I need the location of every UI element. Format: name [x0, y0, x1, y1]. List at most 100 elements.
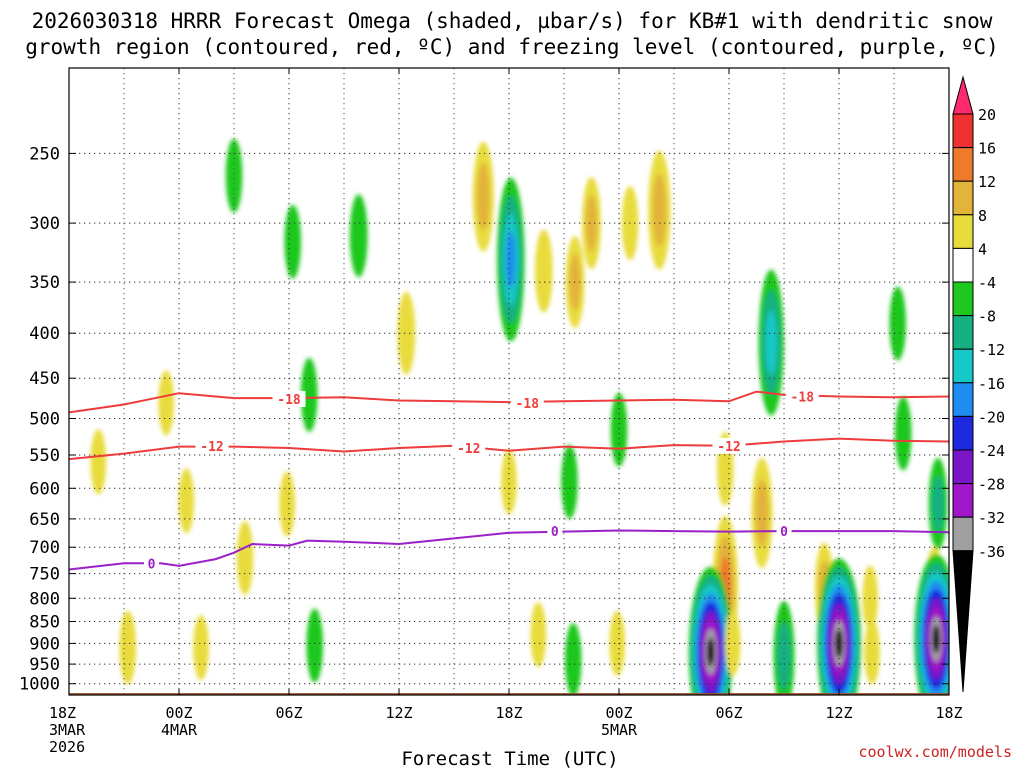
- omega-shade-band: [158, 370, 174, 436]
- colorbar-label: -16: [978, 375, 1005, 393]
- colorbar-label: -36: [978, 543, 1005, 561]
- temperature-contours: -18 -18 -18 -12 -12 -12 0 0 0: [69, 388, 949, 572]
- omega-shading: [90, 138, 949, 695]
- contour-label: 0: [780, 525, 788, 540]
- omega-feature-13: [472, 141, 494, 252]
- x-tick-label: 18Z: [495, 704, 522, 722]
- omega-feature-36: [864, 619, 880, 685]
- y-tick-label: 950: [29, 655, 60, 675]
- omega-shade-band: [652, 173, 667, 247]
- contour-label: 0: [148, 557, 156, 572]
- x-tick-label: 00Z: [605, 704, 632, 722]
- omega-feature-2: [158, 370, 174, 436]
- x-tick-label: 5MAR: [601, 721, 638, 739]
- x-tick-label: 12Z: [385, 704, 412, 722]
- omega-shade-band: [765, 310, 777, 375]
- omega-feature-0: [225, 138, 243, 213]
- omega-feature-25: [609, 610, 625, 676]
- contour-label: -18: [277, 393, 301, 408]
- omega-feature-7: [279, 471, 296, 537]
- colorbar-label: -24: [978, 442, 1005, 460]
- omega-feature-30: [758, 269, 784, 416]
- contour-label: 0: [551, 525, 559, 540]
- omega-shade-band: [284, 204, 302, 279]
- omega-feature-19: [648, 150, 671, 270]
- colorbar-label: -20: [978, 408, 1005, 426]
- y-tick-label: 900: [29, 634, 60, 654]
- colorbar-segment: [952, 315, 974, 350]
- omega-feature-31: [751, 458, 773, 568]
- contour-label-bg: [547, 523, 563, 540]
- x-tick-label: 06Z: [275, 704, 302, 722]
- colorbar-segment: [952, 147, 974, 182]
- grid-lines: [68, 68, 950, 695]
- colorbar-segment: [952, 483, 974, 518]
- omega-shade-band: [889, 286, 906, 361]
- colorbar-label: 12: [978, 173, 996, 191]
- x-tick-label: 2026: [49, 738, 85, 756]
- contour-label-bg: [510, 394, 544, 411]
- y-tick-label: 800: [29, 589, 60, 609]
- omega-feature-8: [284, 204, 302, 279]
- contour-label: -18: [516, 397, 540, 412]
- omega-feature-23: [564, 623, 582, 695]
- y-tick-label: 850: [29, 613, 60, 633]
- credit-text: coolwx.com/models: [858, 743, 1012, 761]
- omega-feature-29: [724, 610, 741, 676]
- chart-title-line-2: growth region (contoured, red, ºC) and f…: [25, 35, 999, 59]
- chart-title-line-1: 2026030318 HRRR Forecast Omega (shaded, …: [31, 9, 993, 33]
- omega-shade-band: [279, 471, 296, 537]
- omega-shade-band: [349, 194, 368, 278]
- colorbar-label: 20: [978, 106, 996, 124]
- omega-feature-4: [119, 610, 136, 685]
- omega-feature-9: [300, 357, 318, 432]
- contour-label-bg: [144, 555, 159, 572]
- colorbar-segment: [952, 214, 974, 249]
- omega-feature-20: [501, 449, 517, 515]
- x-tick-label: 06Z: [715, 704, 742, 722]
- omega-shade-band: [564, 623, 582, 695]
- y-tick-label: 450: [29, 369, 60, 389]
- omega-feature-28: [688, 566, 733, 695]
- y-tick-label: 1000: [19, 675, 60, 695]
- omega-feature-22: [561, 444, 578, 519]
- colorbar-segment: [952, 247, 974, 283]
- omega-feature-39: [928, 457, 948, 550]
- colorbar-label: 8: [978, 207, 987, 225]
- omega-shade-band: [178, 468, 195, 534]
- omega-shade-band: [932, 624, 940, 654]
- omega-feature-12: [397, 291, 416, 375]
- contour-label-bg: [195, 437, 229, 454]
- omega-shade-band: [894, 396, 912, 471]
- x-tick-label: 12Z: [825, 704, 852, 722]
- y-tick-label: 500: [29, 410, 60, 430]
- colorbar-segment: [952, 449, 974, 485]
- contour-label-bg: [712, 437, 746, 454]
- colorbar-segment: [952, 281, 974, 317]
- omega-feature-17: [582, 177, 601, 270]
- colorbar-segment: [952, 113, 974, 149]
- y-tick-label: 650: [29, 510, 60, 530]
- omega-feature-3: [178, 468, 195, 534]
- contour-0: 0 0 0: [69, 523, 949, 572]
- axes: 2503003504004505005506006507007508008509…: [19, 67, 963, 756]
- contour-label: -12: [717, 440, 740, 455]
- colorbar-label: 4: [978, 240, 987, 258]
- omega-feature-15: [534, 229, 553, 313]
- omega-feature-6: [236, 521, 254, 595]
- colorbar-bottom-arrow: [952, 550, 974, 693]
- colorbar-segment: [952, 348, 974, 384]
- contour-label: -12: [200, 440, 223, 455]
- y-tick-label: 700: [29, 538, 60, 558]
- x-tick-label: 00Z: [165, 704, 192, 722]
- contour-line: [69, 529, 949, 571]
- omega-shade-band: [90, 429, 107, 495]
- omega-shade-band: [534, 229, 553, 313]
- y-tick-label: 300: [29, 214, 60, 234]
- omega-feature-21: [530, 602, 547, 668]
- omega-shade-band: [864, 619, 880, 685]
- colorbar-segment: [952, 415, 974, 451]
- omega-shade-band: [561, 444, 578, 519]
